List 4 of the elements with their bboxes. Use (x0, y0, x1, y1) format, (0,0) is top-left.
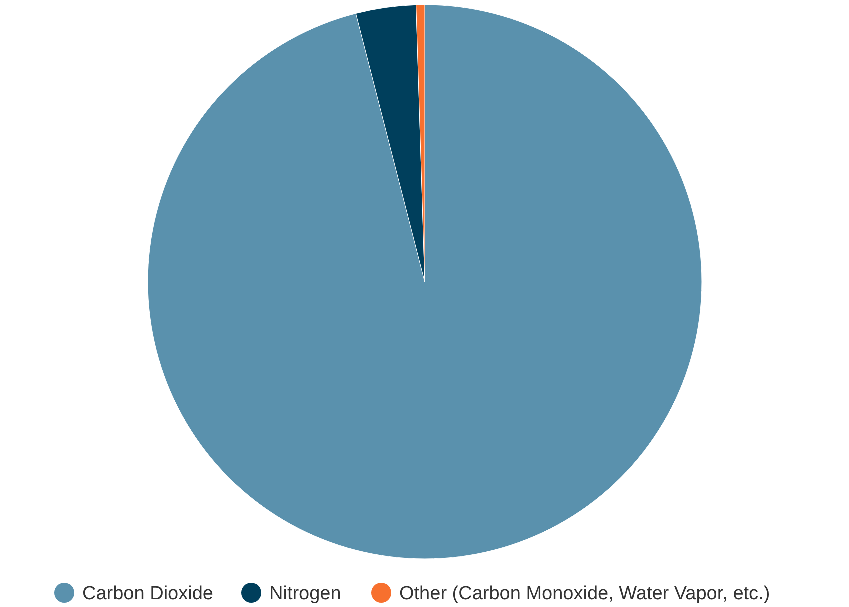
legend-label: Carbon Dioxide (82, 584, 214, 605)
legend-label: Other (Carbon Monoxide, Water Vapor, etc.) (400, 584, 770, 605)
pie-slice (148, 4, 702, 559)
legend-label: Nitrogen (270, 584, 342, 605)
